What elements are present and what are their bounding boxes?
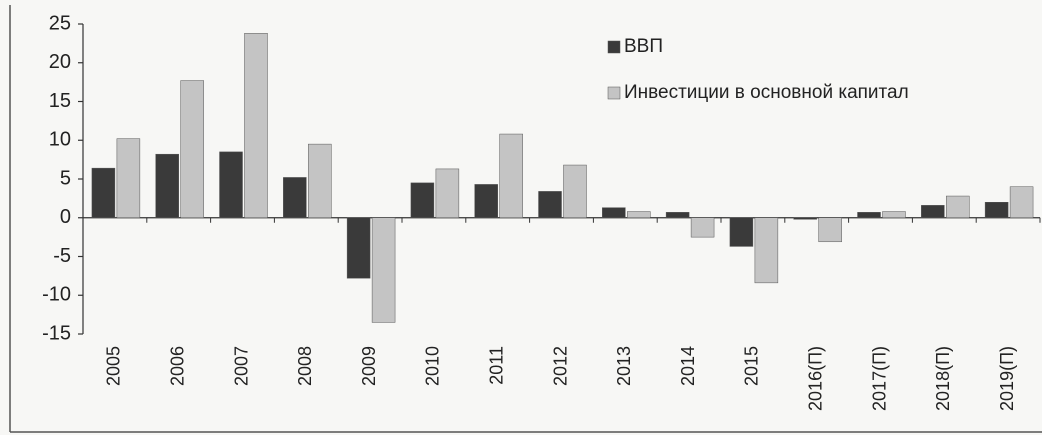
x-tick-label: 2017(П): [869, 346, 889, 411]
bar: [219, 151, 243, 218]
x-tick-label: 2012: [550, 346, 570, 386]
legend-swatch: [607, 40, 621, 54]
x-tick-label: 2014: [678, 346, 698, 386]
bar: [818, 217, 842, 243]
y-tick-label: 0: [60, 206, 71, 228]
y-tick-label: 20: [49, 51, 71, 73]
bar: [602, 207, 626, 219]
y-tick-label: 5: [60, 167, 71, 189]
bar: [346, 217, 371, 279]
x-tick-label: 2011: [486, 346, 506, 385]
bar: [690, 217, 715, 238]
bar: [155, 153, 179, 218]
bar: [308, 143, 332, 218]
x-tick-label: 2009: [359, 346, 379, 386]
y-tick-label: -15: [42, 322, 71, 344]
x-tick-label: 2010: [423, 346, 443, 386]
y-tick-label: -5: [53, 245, 71, 267]
x-tick-label: 2018(П): [933, 346, 953, 411]
bar: [793, 217, 817, 220]
bar: [410, 182, 435, 218]
bar: [499, 133, 523, 218]
x-tick-label: 2007: [231, 346, 251, 386]
bar: [283, 177, 307, 218]
bar: [984, 202, 1009, 218]
y-tick-label: 25: [49, 12, 71, 34]
legend-swatch: [607, 86, 621, 100]
x-tick-label: 2013: [614, 346, 634, 386]
bar: [180, 80, 204, 218]
x-tick-label: 2005: [104, 346, 124, 386]
bar: [244, 33, 268, 218]
bar: [91, 167, 116, 218]
legend-label: ВВП: [624, 36, 663, 57]
y-tick-label: 15: [49, 90, 71, 112]
x-tick-label: 2008: [295, 346, 315, 386]
bar: [946, 195, 970, 219]
x-tick-label: 2006: [167, 346, 187, 386]
bar: [1009, 186, 1034, 218]
bar: [563, 164, 587, 219]
y-tick-label: 10: [49, 129, 71, 151]
bar: [627, 211, 651, 219]
bar: [116, 138, 141, 218]
x-tick-label: 2019(П): [997, 346, 1017, 411]
bar: [435, 168, 460, 219]
legend-label: Инвестиции в основной капитал: [624, 82, 909, 103]
y-tick-label: -10: [42, 284, 71, 306]
bar: [538, 191, 562, 218]
x-tick-label: 2015: [742, 346, 762, 386]
bar: [474, 184, 498, 219]
bar: [665, 212, 690, 218]
x-tick-label: 2016(П): [805, 346, 825, 411]
bar: [921, 205, 945, 219]
bar: [754, 217, 779, 284]
bar: [371, 217, 396, 323]
bar: [729, 217, 754, 247]
bar: [857, 212, 881, 218]
bar: [882, 211, 906, 219]
